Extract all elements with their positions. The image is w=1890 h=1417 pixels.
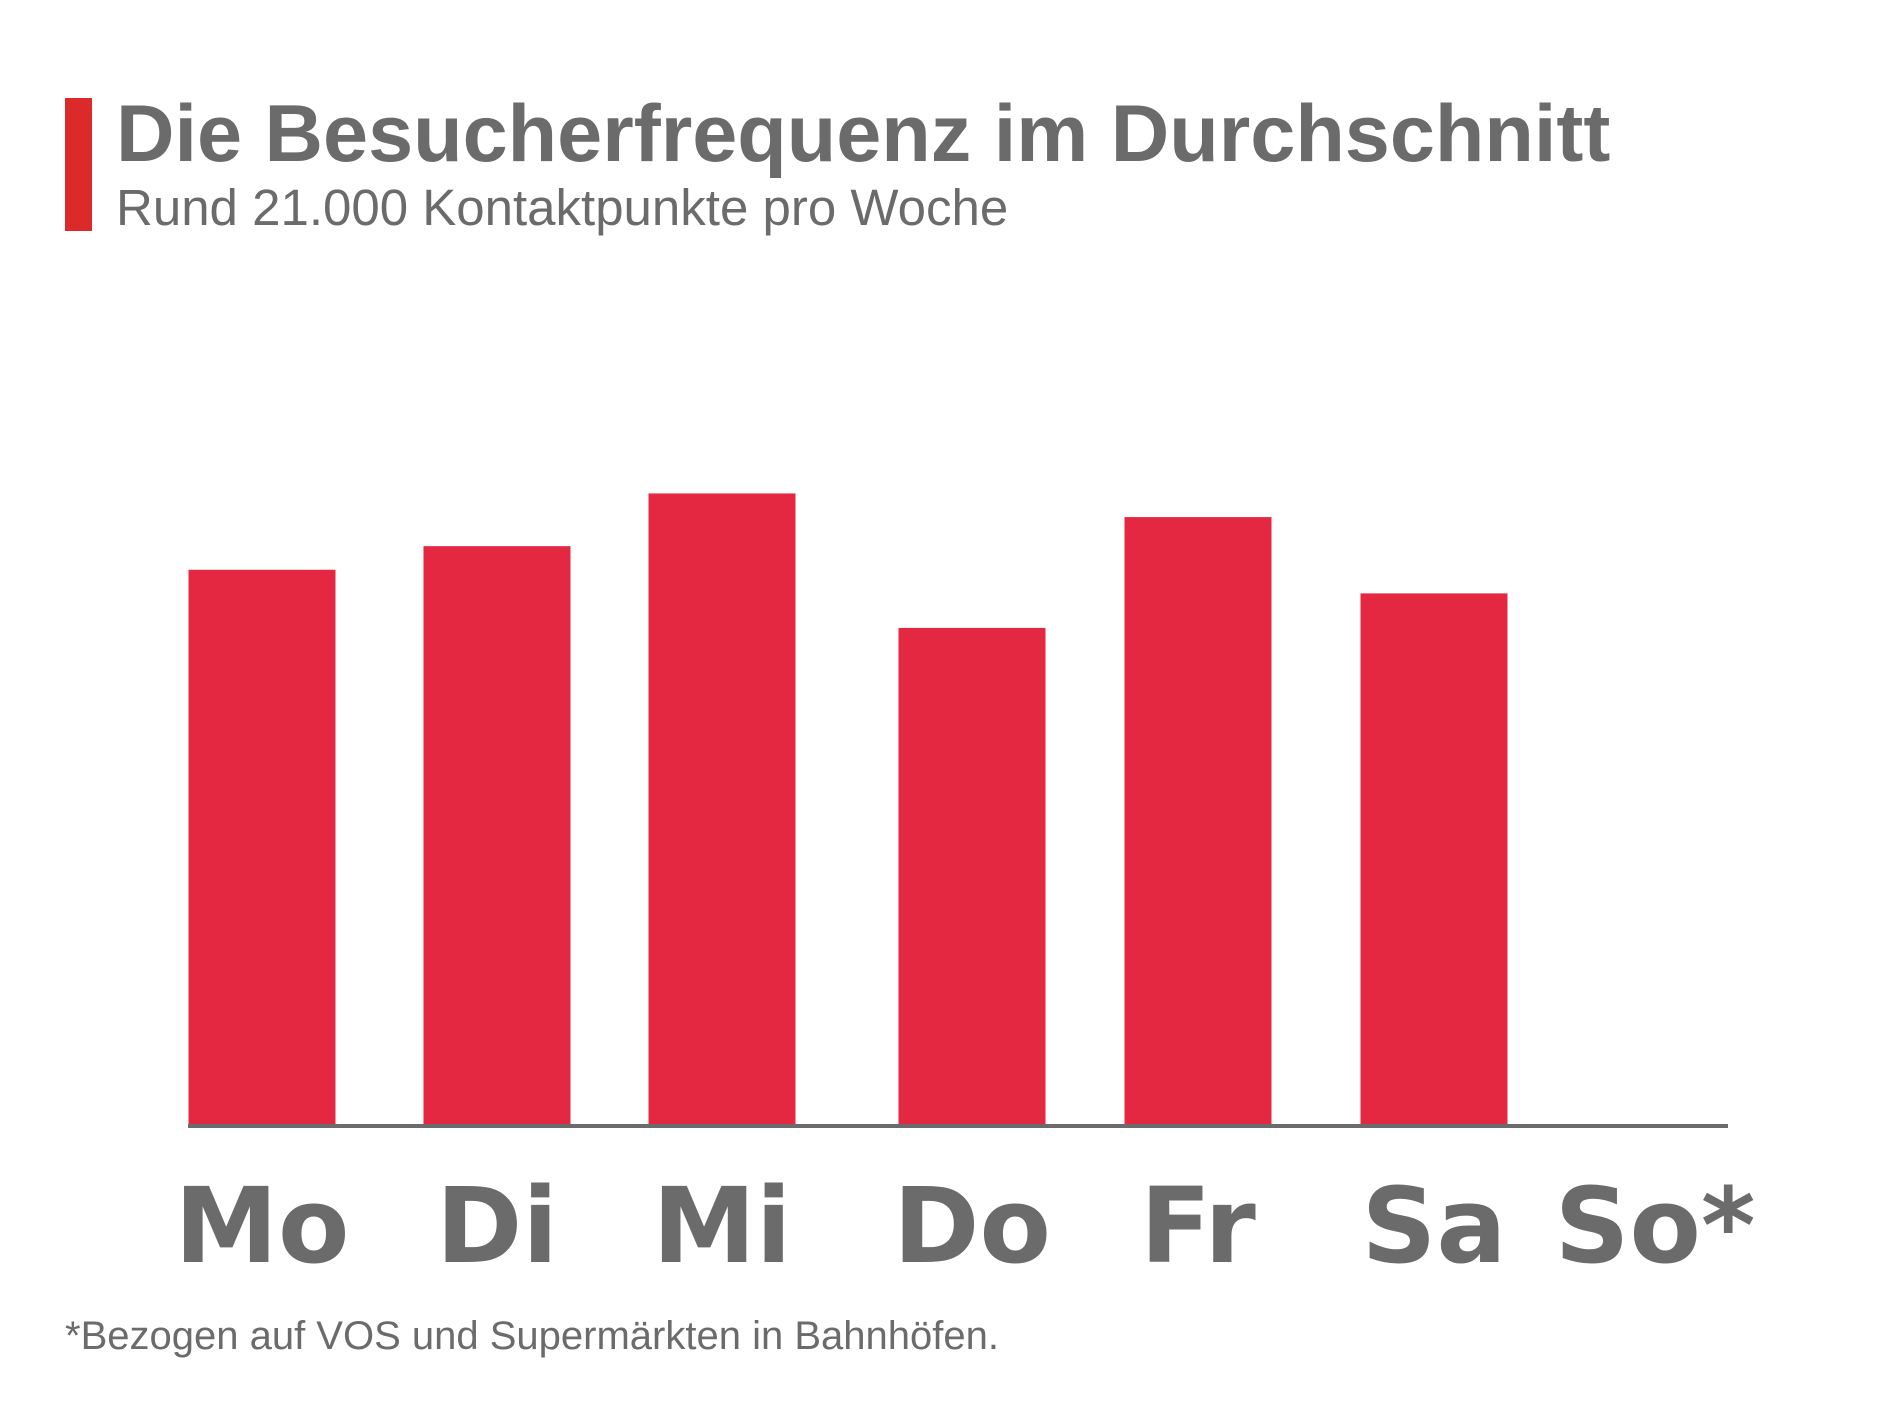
title-accent-bar xyxy=(65,98,92,231)
bar-do xyxy=(898,627,1046,1124)
x-axis-labels: Mo Di Mi Do Fr Sa So* xyxy=(175,1165,1756,1287)
bar-di xyxy=(423,546,571,1124)
x-tick-label-mi: Mi xyxy=(652,1165,791,1287)
x-tick-label-di: Di xyxy=(436,1165,558,1287)
footnote: *Bezogen auf VOS und Supermärkten in Bah… xyxy=(65,1314,999,1358)
x-tick-label-sa: Sa xyxy=(1361,1165,1506,1287)
x-tick-label-fr: Fr xyxy=(1140,1165,1256,1287)
x-tick-label-do: Do xyxy=(893,1165,1051,1287)
x-tick-label-mo: Mo xyxy=(175,1165,350,1287)
chart-subtitle: Rund 21.000 Kontaktpunkte pro Woche xyxy=(116,179,1009,236)
chart-title: Die Besucherfrequenz im Durchschnitt xyxy=(116,89,1611,179)
bar-mi xyxy=(648,493,796,1124)
bar-mo xyxy=(188,569,336,1124)
bar-sa xyxy=(1360,593,1508,1124)
bar-group xyxy=(188,493,1508,1124)
bar-fr xyxy=(1124,517,1272,1124)
x-tick-label-so: So* xyxy=(1555,1165,1756,1287)
